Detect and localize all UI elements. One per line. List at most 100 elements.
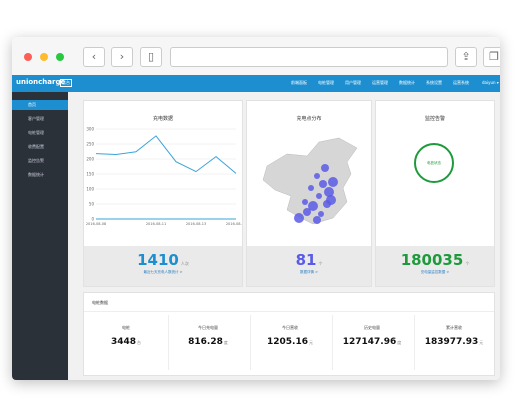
card-link[interactable]: 充电量监控数据 > [420, 270, 450, 274]
close[interactable] [24, 53, 32, 61]
stat-label: 历史电量 [364, 325, 380, 330]
menu-item[interactable]: 首页 [12, 100, 68, 110]
stat: 历史电量 127147.96度 [330, 315, 415, 370]
unit: 度 [223, 340, 228, 345]
number: 1410 [137, 251, 179, 269]
unit: 台 [137, 340, 142, 345]
stat: 累计营收 183977.93元 [412, 315, 496, 370]
stats-panel: 电桩数据 电桩 3448台 今日充电量 816.28度 今日营收 1205.16元 历史电量… [83, 292, 495, 376]
y-tick-label: 0 [91, 217, 94, 222]
unit: 元 [309, 340, 313, 345]
map-dot [314, 173, 320, 179]
card-link[interactable]: 最近七天充电人数统计 > [143, 270, 183, 274]
stat: 电桩 3448台 [84, 315, 169, 370]
sidebar-toggle[interactable]: ▯ [140, 47, 162, 67]
card-footer: 81 个数据详情 > [247, 246, 371, 286]
toolbar: ‹ › ▯ ⇪ ❐ [12, 37, 500, 76]
stat-value: 127147.96度 [330, 337, 414, 347]
nav-item[interactable]: 前端面板 [291, 80, 307, 85]
nav-item[interactable]: 运营管理 [372, 80, 388, 85]
card-title: 监控告警 [424, 116, 445, 122]
x-tick-label: 2016-08-08 [86, 222, 106, 226]
stat: 今日营收 1205.16元 [248, 315, 333, 370]
stat-value: 3448台 [84, 337, 168, 347]
x-tick-label: 2016-08-11 [146, 222, 166, 226]
panel-title: 电桩数据 [92, 300, 108, 305]
menu-item[interactable]: 客户管理 [28, 116, 44, 121]
y-tick-label: 250 [86, 142, 94, 147]
badge: 后台 [60, 79, 72, 87]
big-number: 1410 人次 [84, 251, 242, 269]
forward[interactable]: › [111, 47, 133, 67]
unit: 人次 [180, 261, 189, 266]
tabs[interactable]: ❐ [483, 47, 500, 67]
y-tick-label: 200 [86, 157, 94, 162]
card-footer: 180035 个充电量监控数据 > [376, 246, 494, 286]
map-dot [302, 199, 308, 205]
y-tick-label: 50 [89, 202, 95, 207]
card: 充电点分布 81 个数据详情 > [246, 100, 372, 287]
stat-value: 816.28度 [166, 337, 250, 347]
menu-item[interactable]: 数据统计 [28, 172, 44, 177]
map-dot [324, 187, 334, 197]
y-tick-label: 100 [86, 187, 94, 192]
value: 127147.96 [342, 337, 397, 347]
map-dot [316, 193, 322, 199]
map-dot [294, 213, 304, 223]
nav-item[interactable]: 用户管理 [345, 80, 361, 85]
value: 1205.16 [267, 337, 308, 347]
number: 180035 [400, 251, 464, 269]
stat: 今日充电量 816.28度 [166, 315, 251, 370]
value: 183977.93 [424, 337, 479, 347]
map-dot [328, 177, 338, 187]
map-dot [303, 208, 311, 216]
address-bar[interactable] [170, 47, 448, 67]
menu-item[interactable]: 收费配置 [28, 144, 44, 149]
map-dot [326, 195, 336, 205]
sidebar: 首页客户管理电桩管理收费配置监控告警数据统计 [12, 92, 68, 380]
menu-item[interactable]: 监控告警 [28, 158, 44, 163]
map-dot [308, 201, 318, 211]
y-tick-label: 300 [86, 127, 94, 132]
line [95, 135, 237, 174]
stat-label: 电桩 [122, 325, 130, 330]
maximize[interactable] [56, 53, 64, 61]
nav-item[interactable]: 系统设置 [426, 80, 442, 85]
menu-item[interactable]: 电桩管理 [28, 130, 44, 135]
stat-value: 1205.16元 [248, 337, 332, 347]
share[interactable]: ⇪ [455, 47, 477, 67]
app-header: unioncharge 后台 daiyun ▾ 前端面板 电桩管理 用户管理 运营管理… [12, 75, 500, 92]
card: 监控告警 180035 个充电量监控数据 > 电桩状态 [375, 100, 495, 287]
back[interactable]: ‹ [83, 47, 105, 67]
nav-item[interactable]: 数据统计 [399, 80, 415, 85]
card-title: 充电数据 [152, 116, 173, 122]
map-dot [321, 164, 329, 172]
stat-label: 今日充电量 [198, 325, 218, 330]
nav-item[interactable]: 运营系统 [453, 80, 469, 85]
stat-label: 今日营收 [282, 325, 298, 330]
minimize[interactable] [40, 53, 48, 61]
browser-window: ‹ › ▯ ⇪ ❐ unioncharge 后台 daiyun ▾ 前端面板 电桩… [12, 37, 500, 380]
nav-item[interactable]: 电桩管理 [318, 80, 334, 85]
map-dot [319, 180, 327, 188]
unit: 度 [397, 340, 402, 345]
card-title: 充电点分布 [296, 116, 322, 122]
card-link[interactable]: 数据详情 > [299, 270, 319, 274]
map-dot [313, 216, 321, 224]
x-tick-label: 2016-08-13 [186, 222, 206, 226]
stat-label: 累计营收 [446, 325, 462, 330]
stat-value: 183977.93元 [412, 337, 496, 347]
ring-label: 电桩状态 [427, 161, 441, 165]
y-tick-label: 150 [86, 172, 94, 177]
map [262, 137, 358, 225]
number: 81 [295, 251, 317, 269]
unit: 元 [479, 340, 484, 345]
big-number: 180035 个 [376, 251, 494, 269]
user-menu[interactable]: daiyun ▾ [482, 80, 499, 85]
value: 3448 [110, 337, 137, 347]
card: 充电数据 1410 人次 最近七天充电人数统计 > 0 50 100 150 200 250 300… [83, 100, 243, 287]
unit: 个 [318, 261, 323, 266]
x-tick-label: 2016-08-15 [226, 222, 242, 226]
card-footer: 1410 人次 最近七天充电人数统计 > [84, 246, 242, 286]
big-number: 81 个 [247, 251, 371, 269]
